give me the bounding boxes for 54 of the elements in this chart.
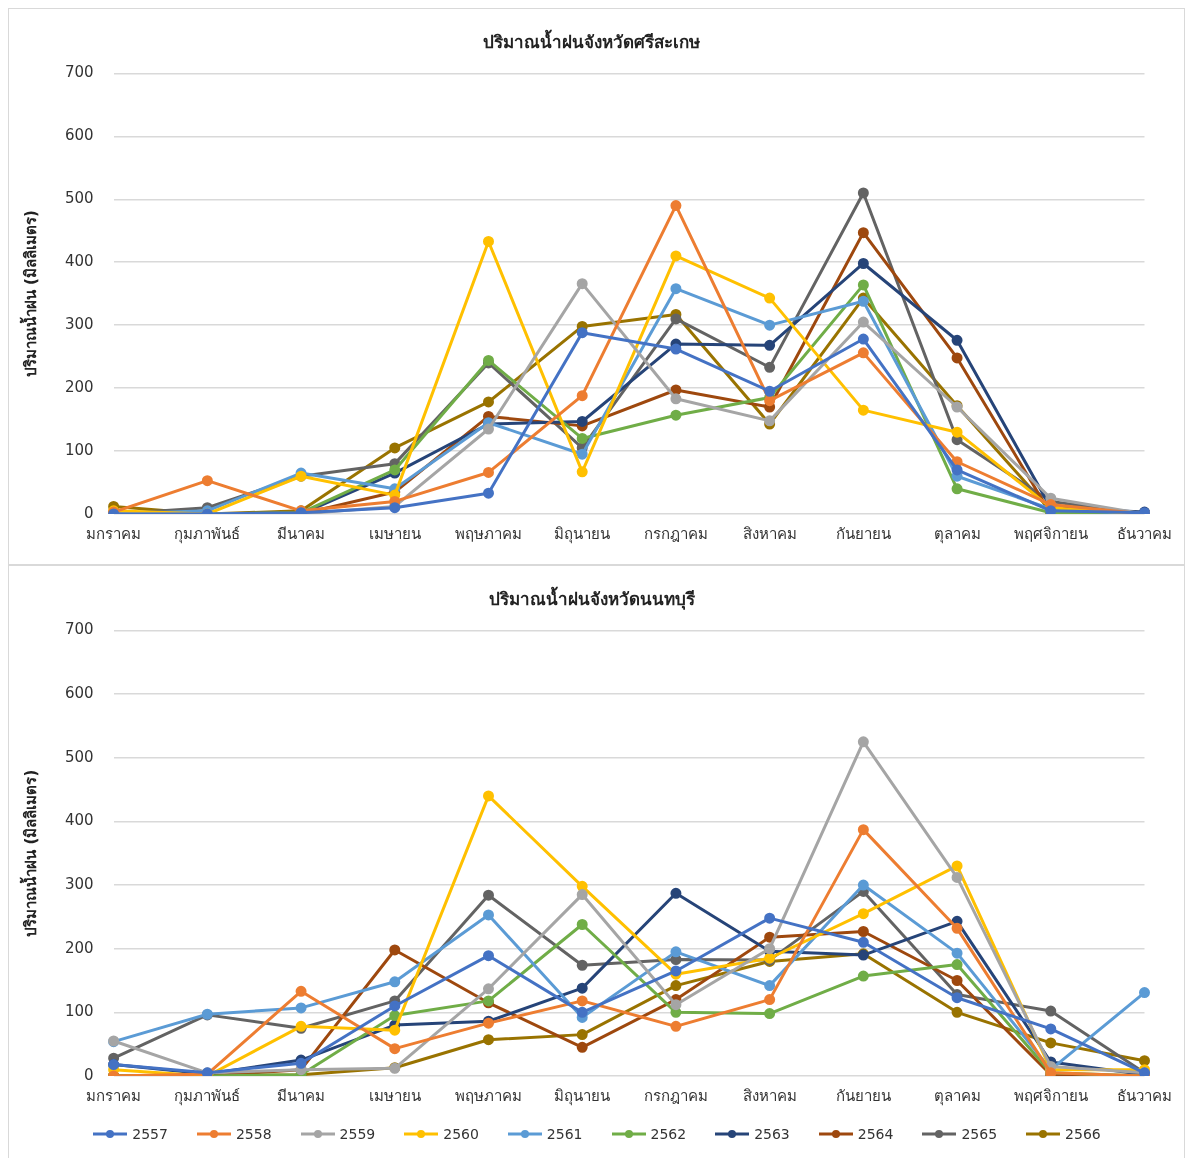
y-axis-title: ปริมาณน้ำฝน (มิลลิเมตร) (18, 210, 40, 378)
y-tick-label: 600 (64, 126, 94, 145)
x-tick-label: ตุลาคม (933, 1086, 981, 1106)
legend-label: 2565 (961, 1126, 998, 1142)
chart-title: ปริมาณน้ำฝนจังหวัดศรีสะเกษ (483, 28, 700, 52)
y-axis-title: ปริมาณน้ำฝน (มิลลิเมตร) (18, 769, 40, 937)
y-tick-label: 200 (64, 378, 94, 396)
y-tick-label: 100 (64, 440, 94, 459)
x-tick-label: กรกฎาคม (643, 524, 708, 543)
legend-label: 2560 (443, 1126, 479, 1142)
x-tick-label: กุมภาพันธ์ (174, 524, 241, 544)
x-tick-label: ตุลาคม (933, 524, 981, 544)
x-tick-label: พฤศจิกายน (1013, 1086, 1088, 1105)
y-tick-label: 200 (64, 938, 94, 957)
x-tick-label: กันยายน (835, 524, 891, 543)
x-tick-label: มกราคม (86, 1086, 142, 1105)
x-tick-label: ธันวาคม (1117, 524, 1172, 543)
y-tick-label: 300 (64, 874, 94, 893)
x-tick-label: มีนาคม (277, 1086, 326, 1105)
legend-label: 2562 (650, 1126, 687, 1142)
legend-label: 2563 (754, 1126, 790, 1142)
x-tick-label: พฤษภาคม (454, 1086, 522, 1105)
legend-label: 2561 (546, 1126, 583, 1142)
x-tick-label: มีนาคม (277, 524, 326, 543)
y-tick-label: 700 (64, 63, 94, 82)
x-tick-label: สิงหาคม (742, 1086, 797, 1105)
y-tick-label: 400 (64, 252, 94, 271)
x-tick-label: พฤศจิกายน (1013, 524, 1088, 543)
y-tick-label: 300 (64, 315, 94, 334)
legend-label: 2559 (339, 1126, 376, 1142)
legend-label: 2566 (1065, 1126, 1101, 1142)
legend-label: 2564 (857, 1126, 894, 1142)
y-tick-label: 700 (64, 620, 94, 639)
x-tick-label: เมษายน (368, 1086, 421, 1105)
y-tick-label: 0 (84, 1065, 94, 1084)
x-tick-label: กุมภาพันธ์ (174, 1086, 241, 1106)
legend-label: 2557 (132, 1126, 168, 1142)
x-tick-label: สิงหาคม (742, 524, 797, 543)
y-tick-label: 500 (64, 189, 94, 208)
chart-title: ปริมาณน้ำฝนจังหวัดนนทบุรี (488, 585, 696, 610)
x-tick-label: มิถุนายน (554, 1086, 611, 1106)
x-tick-label: กรกฎาคม (643, 1086, 708, 1105)
x-tick-label: ธันวาคม (1117, 1086, 1172, 1105)
x-tick-label: พฤษภาคม (454, 524, 522, 543)
legend-label: 2558 (235, 1126, 272, 1142)
y-tick-label: 500 (64, 747, 94, 766)
y-tick-label: 400 (64, 811, 94, 830)
y-tick-label: 600 (64, 683, 94, 702)
x-tick-label: มิถุนายน (554, 524, 611, 544)
x-tick-label: มกราคม (86, 524, 142, 543)
x-tick-label: เมษายน (368, 524, 421, 543)
x-tick-label: กันยายน (835, 1086, 891, 1105)
y-tick-label: 0 (84, 503, 94, 522)
y-tick-label: 100 (64, 1002, 94, 1021)
